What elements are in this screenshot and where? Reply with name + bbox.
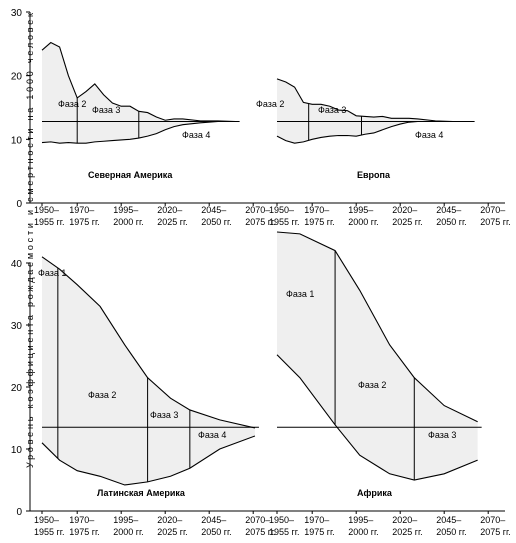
x-tick-label: 2045– 2050 гг. [436, 515, 467, 537]
rate-line [41, 435, 256, 486]
rate-line [276, 78, 471, 123]
band-fill [42, 256, 255, 485]
x-tick-label: 2045– 2050 гг. [436, 205, 467, 227]
x-tick-label: 2020– 2025 гг. [157, 515, 188, 537]
x-tick-label: 1995– 2000 гг. [113, 515, 144, 537]
x-tick-label: 1950– 1955 гг. [34, 515, 65, 537]
band-fill [277, 78, 471, 144]
phase-label: Фаза 3 [428, 430, 456, 440]
x-tick-label: 2070– 2075 гг. [480, 205, 511, 227]
phase-label: Фаза 2 [58, 99, 86, 109]
x-tick-label: 1970– 1975 гг. [304, 205, 335, 227]
y-tick-label: 0 [16, 507, 22, 518]
phase-label: Фаза 4 [415, 130, 443, 140]
x-tick-label: 2020– 2025 гг. [392, 205, 423, 227]
phase-label: Фаза 4 [198, 430, 226, 440]
x-tick-label: 1995– 2000 гг. [113, 205, 144, 227]
x-tick-label: 2070– 2075 гг. [245, 205, 276, 227]
x-tick-label: 1950– 1955 гг. [269, 205, 300, 227]
y-tick-label: 20 [11, 72, 23, 83]
y-tick-label: 40 [11, 259, 23, 270]
panel-title: Европа [357, 170, 391, 180]
phase-label: Фаза 1 [38, 268, 66, 278]
x-tick-label: 1995– 2000 гг. [348, 515, 379, 537]
panel-title: Африка [357, 488, 393, 498]
phase-label: Фаза 4 [182, 130, 210, 140]
y-tick-label: 20 [11, 383, 23, 394]
rate-line [276, 231, 478, 423]
band-fill [42, 42, 236, 144]
x-tick-label: 2045– 2050 гг. [201, 515, 232, 537]
rate-line [276, 354, 478, 481]
rate-line [41, 41, 236, 123]
x-tick-label: 1970– 1975 гг. [69, 205, 100, 227]
phase-label: Фаза 1 [286, 289, 314, 299]
x-tick-label: 1995– 2000 гг. [348, 205, 379, 227]
y-tick-label: 10 [11, 135, 23, 146]
y-tick-label: 0 [16, 199, 22, 210]
x-tick-label: 1950– 1955 гг. [269, 515, 300, 537]
x-tick-label: 1970– 1975 гг. [304, 515, 335, 537]
phase-label: Фаза 3 [92, 105, 120, 115]
x-tick-label: 2070– 2075 гг. [480, 515, 511, 537]
phase-label: Фаза 2 [358, 380, 386, 390]
y-axis-label: Уровень коэффициента рождаемости и смерт… [25, 13, 35, 468]
y-tick-label: 30 [11, 321, 23, 332]
x-tick-label: 2070– 2075 гг. [245, 515, 276, 537]
phase-label: Фаза 2 [88, 390, 116, 400]
panel-title: Латинская Америка [97, 488, 186, 498]
y-tick-label: 30 [11, 8, 23, 19]
rate-line [41, 120, 236, 144]
y-tick-label: 10 [11, 445, 23, 456]
panel-title: Северная Америка [88, 170, 173, 180]
phase-label: Фаза 3 [318, 105, 346, 115]
rate-line [276, 120, 471, 144]
phase-label: Фаза 2 [256, 99, 284, 109]
rate-line [41, 256, 256, 429]
x-tick-label: 1950– 1955 гг. [34, 205, 65, 227]
x-tick-label: 2020– 2025 гг. [157, 205, 188, 227]
phase-label: Фаза 3 [150, 410, 178, 420]
x-tick-label: 2020– 2025 гг. [392, 515, 423, 537]
band-fill [277, 232, 478, 480]
x-tick-label: 2045– 2050 гг. [201, 205, 232, 227]
x-tick-label: 1970– 1975 гг. [69, 515, 100, 537]
